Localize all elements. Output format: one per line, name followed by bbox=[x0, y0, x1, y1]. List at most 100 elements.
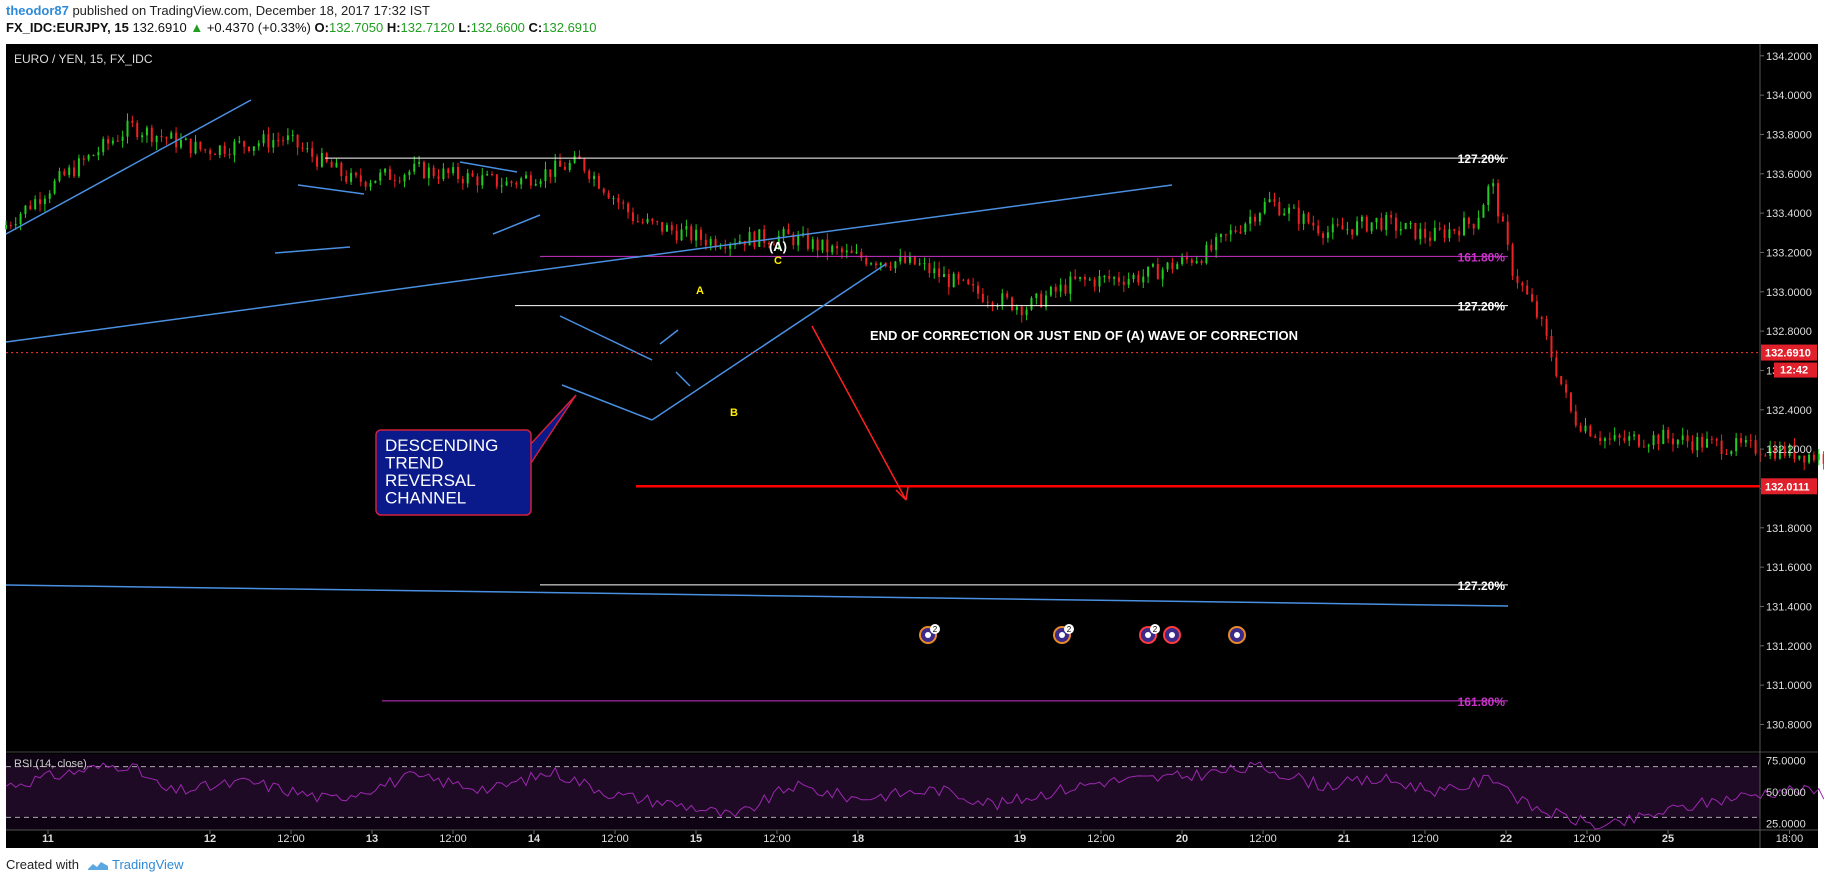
candle-body bbox=[826, 239, 829, 253]
rsi-pane[interactable]: RSI (14, close) bbox=[5, 754, 1824, 830]
candle-body bbox=[282, 140, 285, 142]
candle-body bbox=[1623, 437, 1626, 441]
candle-body bbox=[787, 228, 790, 235]
candle-body bbox=[379, 172, 382, 181]
candle-body bbox=[1365, 216, 1368, 232]
candle-body bbox=[1477, 217, 1480, 229]
candle-body bbox=[933, 268, 936, 274]
candle-body bbox=[529, 175, 532, 186]
candle-body bbox=[1108, 276, 1111, 279]
candle-body bbox=[607, 192, 610, 199]
candle-body bbox=[510, 181, 513, 184]
callout-text: CHANNEL bbox=[385, 489, 466, 508]
candle-body bbox=[1015, 306, 1018, 311]
candle-body bbox=[763, 229, 766, 243]
candle-body bbox=[1297, 207, 1300, 224]
candle-body bbox=[1599, 437, 1602, 442]
wave-label-b: B bbox=[730, 407, 738, 419]
candle-body bbox=[704, 239, 707, 246]
candle-body bbox=[695, 229, 698, 241]
x-tick-label: 13 bbox=[366, 833, 378, 845]
candle-body bbox=[1001, 293, 1004, 306]
candle-body bbox=[1647, 445, 1650, 447]
candle-body bbox=[213, 154, 216, 156]
candle-body bbox=[1268, 199, 1271, 202]
candle-body bbox=[155, 136, 158, 143]
candle-body bbox=[486, 174, 489, 176]
candle-body bbox=[53, 180, 56, 194]
candle-body bbox=[111, 140, 114, 144]
wave-label-A-paren: (A) bbox=[769, 239, 787, 254]
candle-body bbox=[1463, 217, 1465, 236]
candle-body bbox=[1608, 438, 1611, 440]
candle-body bbox=[1307, 213, 1310, 223]
candle-body bbox=[1778, 446, 1781, 459]
candle-body bbox=[1122, 281, 1125, 285]
candle-body bbox=[1506, 221, 1509, 245]
footer: Created with TradingView bbox=[6, 857, 184, 872]
candle-body bbox=[699, 229, 702, 240]
y-tick-label: 133.2000 bbox=[1766, 247, 1812, 259]
candle-body bbox=[874, 263, 877, 266]
candle-body bbox=[1356, 221, 1359, 235]
candle-body bbox=[772, 244, 775, 246]
chart-title: EURO / YEN, 15, FX_IDC bbox=[14, 52, 153, 66]
high-value: 132.7120 bbox=[400, 20, 455, 35]
candle-body bbox=[1341, 225, 1344, 230]
candle-body bbox=[466, 173, 469, 184]
candle-body bbox=[1550, 335, 1553, 358]
tradingview-link[interactable]: TradingView bbox=[112, 857, 184, 872]
candle-body bbox=[1317, 225, 1320, 234]
x-tick-label: 12 bbox=[204, 833, 216, 845]
candle-body bbox=[1501, 216, 1504, 222]
candle-body bbox=[549, 169, 552, 177]
candle-body bbox=[1667, 429, 1670, 439]
candle-body bbox=[1467, 217, 1470, 224]
y-tick-label: 133.4000 bbox=[1766, 208, 1812, 220]
candle-body bbox=[665, 225, 668, 232]
candle-body bbox=[437, 176, 440, 180]
candle-body bbox=[495, 174, 498, 187]
open-value: 132.7050 bbox=[328, 20, 384, 35]
x-tick-label: 12:00 bbox=[1249, 833, 1277, 845]
candle-body bbox=[330, 161, 333, 168]
candle-body bbox=[476, 176, 479, 186]
candle-body bbox=[1725, 454, 1728, 456]
y-tick-label: 131.8000 bbox=[1766, 523, 1812, 535]
candle-body bbox=[938, 268, 941, 278]
candle-body bbox=[714, 239, 717, 248]
candle-body bbox=[14, 224, 17, 226]
candle-body bbox=[34, 199, 37, 210]
candle-body bbox=[1258, 213, 1261, 222]
candle-body bbox=[1185, 257, 1188, 260]
candle-body bbox=[1390, 214, 1393, 218]
candle-body bbox=[1195, 260, 1198, 264]
arrow-head-icon bbox=[895, 486, 909, 501]
candle-body bbox=[296, 134, 299, 148]
candle-body bbox=[456, 167, 459, 179]
close-label: C: bbox=[528, 20, 543, 35]
candle-body bbox=[840, 248, 843, 253]
candle-body bbox=[267, 134, 270, 148]
candle-body bbox=[257, 143, 260, 147]
candle-body bbox=[870, 263, 873, 265]
wave-label-c: C bbox=[774, 255, 782, 267]
candle-body bbox=[1540, 317, 1543, 319]
main-pane[interactable]: EURO / YEN, 15, FX_IDC 127.20% 161.80% 127.… bbox=[5, 52, 1824, 709]
candle-body bbox=[1613, 435, 1616, 440]
publish-text: published on TradingView.com, December 1… bbox=[68, 3, 430, 18]
candle-body bbox=[121, 136, 124, 141]
callout-text: TREND bbox=[385, 454, 444, 473]
candle-body bbox=[568, 162, 571, 170]
author-name[interactable]: theodor87 bbox=[6, 3, 69, 18]
candle-body bbox=[631, 212, 634, 222]
candle-body bbox=[1594, 436, 1597, 438]
candle-body bbox=[1331, 224, 1334, 233]
event-dot-icon bbox=[1234, 632, 1240, 638]
candle-body bbox=[627, 203, 630, 213]
countdown-tag-bg bbox=[1774, 362, 1817, 378]
y-tick-label: 131.4000 bbox=[1766, 601, 1812, 613]
change-arrow-icon: ▲ bbox=[190, 20, 204, 35]
x-tick-label: 12:00 bbox=[439, 833, 467, 845]
